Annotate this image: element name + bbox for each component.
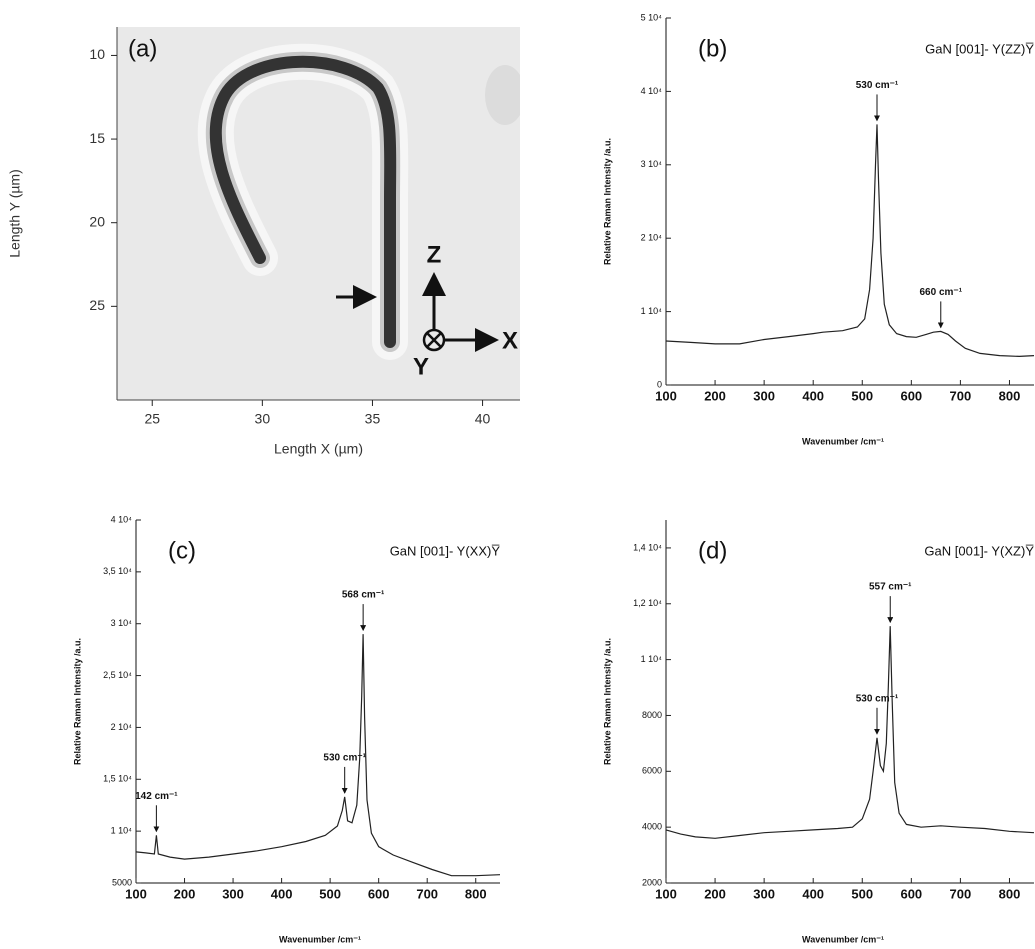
- x-tick-label: 500: [851, 388, 873, 403]
- x-tick-label: 800: [999, 388, 1021, 403]
- annotation: 660 cm⁻¹: [920, 287, 963, 298]
- x-tick-label: 300: [753, 886, 775, 901]
- y-tick-label: 4000: [642, 822, 662, 832]
- y-tick-label: 1,4 10⁴: [633, 542, 662, 552]
- panel-label: (d): [698, 537, 727, 564]
- x-tick-label: 700: [416, 886, 438, 901]
- nanowire: [209, 55, 397, 348]
- y-tick-label: 3 10⁴: [641, 159, 663, 169]
- x-tick-label: 25: [144, 411, 160, 427]
- x-tick-label: 300: [222, 886, 244, 901]
- x-axis-label: Length X (µm): [274, 441, 363, 457]
- y-tick-label: 1 10⁴: [641, 306, 663, 316]
- y-axis-label: Relative Raman Intensity /a.u.: [72, 638, 82, 765]
- y-cross: [426, 332, 442, 348]
- x-tick-label: 800: [999, 886, 1021, 901]
- annotation: 568 cm⁻¹: [342, 590, 385, 601]
- panel-title: GaN [001]- Y(XZ)Y̅: [924, 543, 1034, 558]
- x-tick-label: 200: [174, 886, 196, 901]
- micrograph: Z X Y: [117, 27, 520, 400]
- y-tick-label: 4 10⁴: [641, 86, 663, 96]
- x-tick-label: 100: [655, 388, 677, 403]
- x-tick-label: 100: [125, 886, 147, 901]
- y-tick-label: 5000: [112, 877, 132, 887]
- spectrum: [665, 626, 1035, 839]
- y-tick-label: 1 10⁴: [641, 654, 663, 664]
- x-tick-label: 400: [802, 388, 824, 403]
- panel-label: (a): [128, 35, 157, 62]
- y-tick-label: 2 10⁴: [111, 722, 133, 732]
- x-tick-label: 40: [475, 411, 491, 427]
- y-tick-label: 3 10⁴: [111, 618, 133, 628]
- annotation: 557 cm⁻¹: [869, 582, 912, 593]
- y-tick-label: 5 10⁴: [641, 12, 663, 22]
- y-tick-label: 6000: [642, 766, 662, 776]
- axis-letter: Z: [427, 241, 442, 268]
- x-tick-label: 600: [900, 388, 922, 403]
- y-tick-label: 20: [89, 213, 105, 229]
- x-tick-label: 100: [655, 886, 677, 901]
- y-tick-label: 25: [89, 297, 105, 313]
- panel-title: GaN [001]- Y(ZZ)Y̅: [925, 41, 1034, 56]
- axis-letter: X: [502, 327, 518, 354]
- x-tick-label: 200: [704, 388, 726, 403]
- y-tick-label: 1,2 10⁴: [633, 598, 662, 608]
- y-tick-label: 3,5 10⁴: [103, 566, 132, 576]
- y-tick-label: 1,5 10⁴: [103, 774, 132, 784]
- x-tick-label: 600: [368, 886, 390, 901]
- y-axis-label: Length Y (µm): [7, 169, 23, 257]
- spectrum: [665, 124, 1035, 358]
- x-tick-label: 400: [802, 886, 824, 901]
- panel-label: (b): [698, 35, 727, 62]
- x-tick-label: 800: [465, 886, 487, 901]
- axis-letter: Y: [413, 353, 429, 380]
- x-tick-label: 200: [704, 886, 726, 901]
- x-tick-label: 500: [851, 886, 873, 901]
- x-axis-label: Wavenumber /cm⁻¹: [802, 436, 884, 446]
- image-blob: [485, 65, 520, 125]
- x-tick-label: 600: [900, 886, 922, 901]
- y-axis-label: Relative Raman Intensity /a.u.: [602, 138, 612, 265]
- annotation: 530 cm⁻¹: [323, 753, 366, 764]
- x-tick-label: 700: [950, 388, 972, 403]
- y-circle: [422, 328, 446, 352]
- x-tick-label: 30: [255, 411, 271, 427]
- y-tick-label: 0: [657, 379, 662, 389]
- x-tick-label: 300: [753, 388, 775, 403]
- y-tick-label: 2000: [642, 877, 662, 887]
- x-tick-label: 400: [271, 886, 293, 901]
- annotation: 530 cm⁻¹: [856, 80, 899, 91]
- x-tick-label: 35: [365, 411, 381, 427]
- panel-label: (c): [168, 537, 196, 564]
- x-axis-label: Wavenumber /cm⁻¹: [279, 934, 361, 944]
- y-axis-label: Relative Raman Intensity /a.u.: [602, 638, 612, 765]
- x-axis-label: Wavenumber /cm⁻¹: [802, 934, 884, 944]
- annotation: 530 cm⁻¹: [856, 693, 899, 704]
- y-tick-label: 15: [89, 130, 105, 146]
- y-tick-label: 2,5 10⁴: [103, 670, 132, 680]
- y-tick-label: 8000: [642, 710, 662, 720]
- y-tick-label: 10: [89, 46, 105, 62]
- annotation: 142 cm⁻¹: [135, 791, 178, 802]
- x-tick-label: 500: [319, 886, 341, 901]
- spectrum: [135, 634, 501, 877]
- panel-title: GaN [001]- Y(XX)Y̅: [390, 543, 501, 558]
- x-tick-label: 700: [950, 886, 972, 901]
- y-tick-label: 1 10⁴: [111, 826, 133, 836]
- y-tick-label: 2 10⁴: [641, 233, 663, 243]
- y-tick-label: 4 10⁴: [111, 514, 133, 524]
- image-background: [117, 27, 520, 400]
